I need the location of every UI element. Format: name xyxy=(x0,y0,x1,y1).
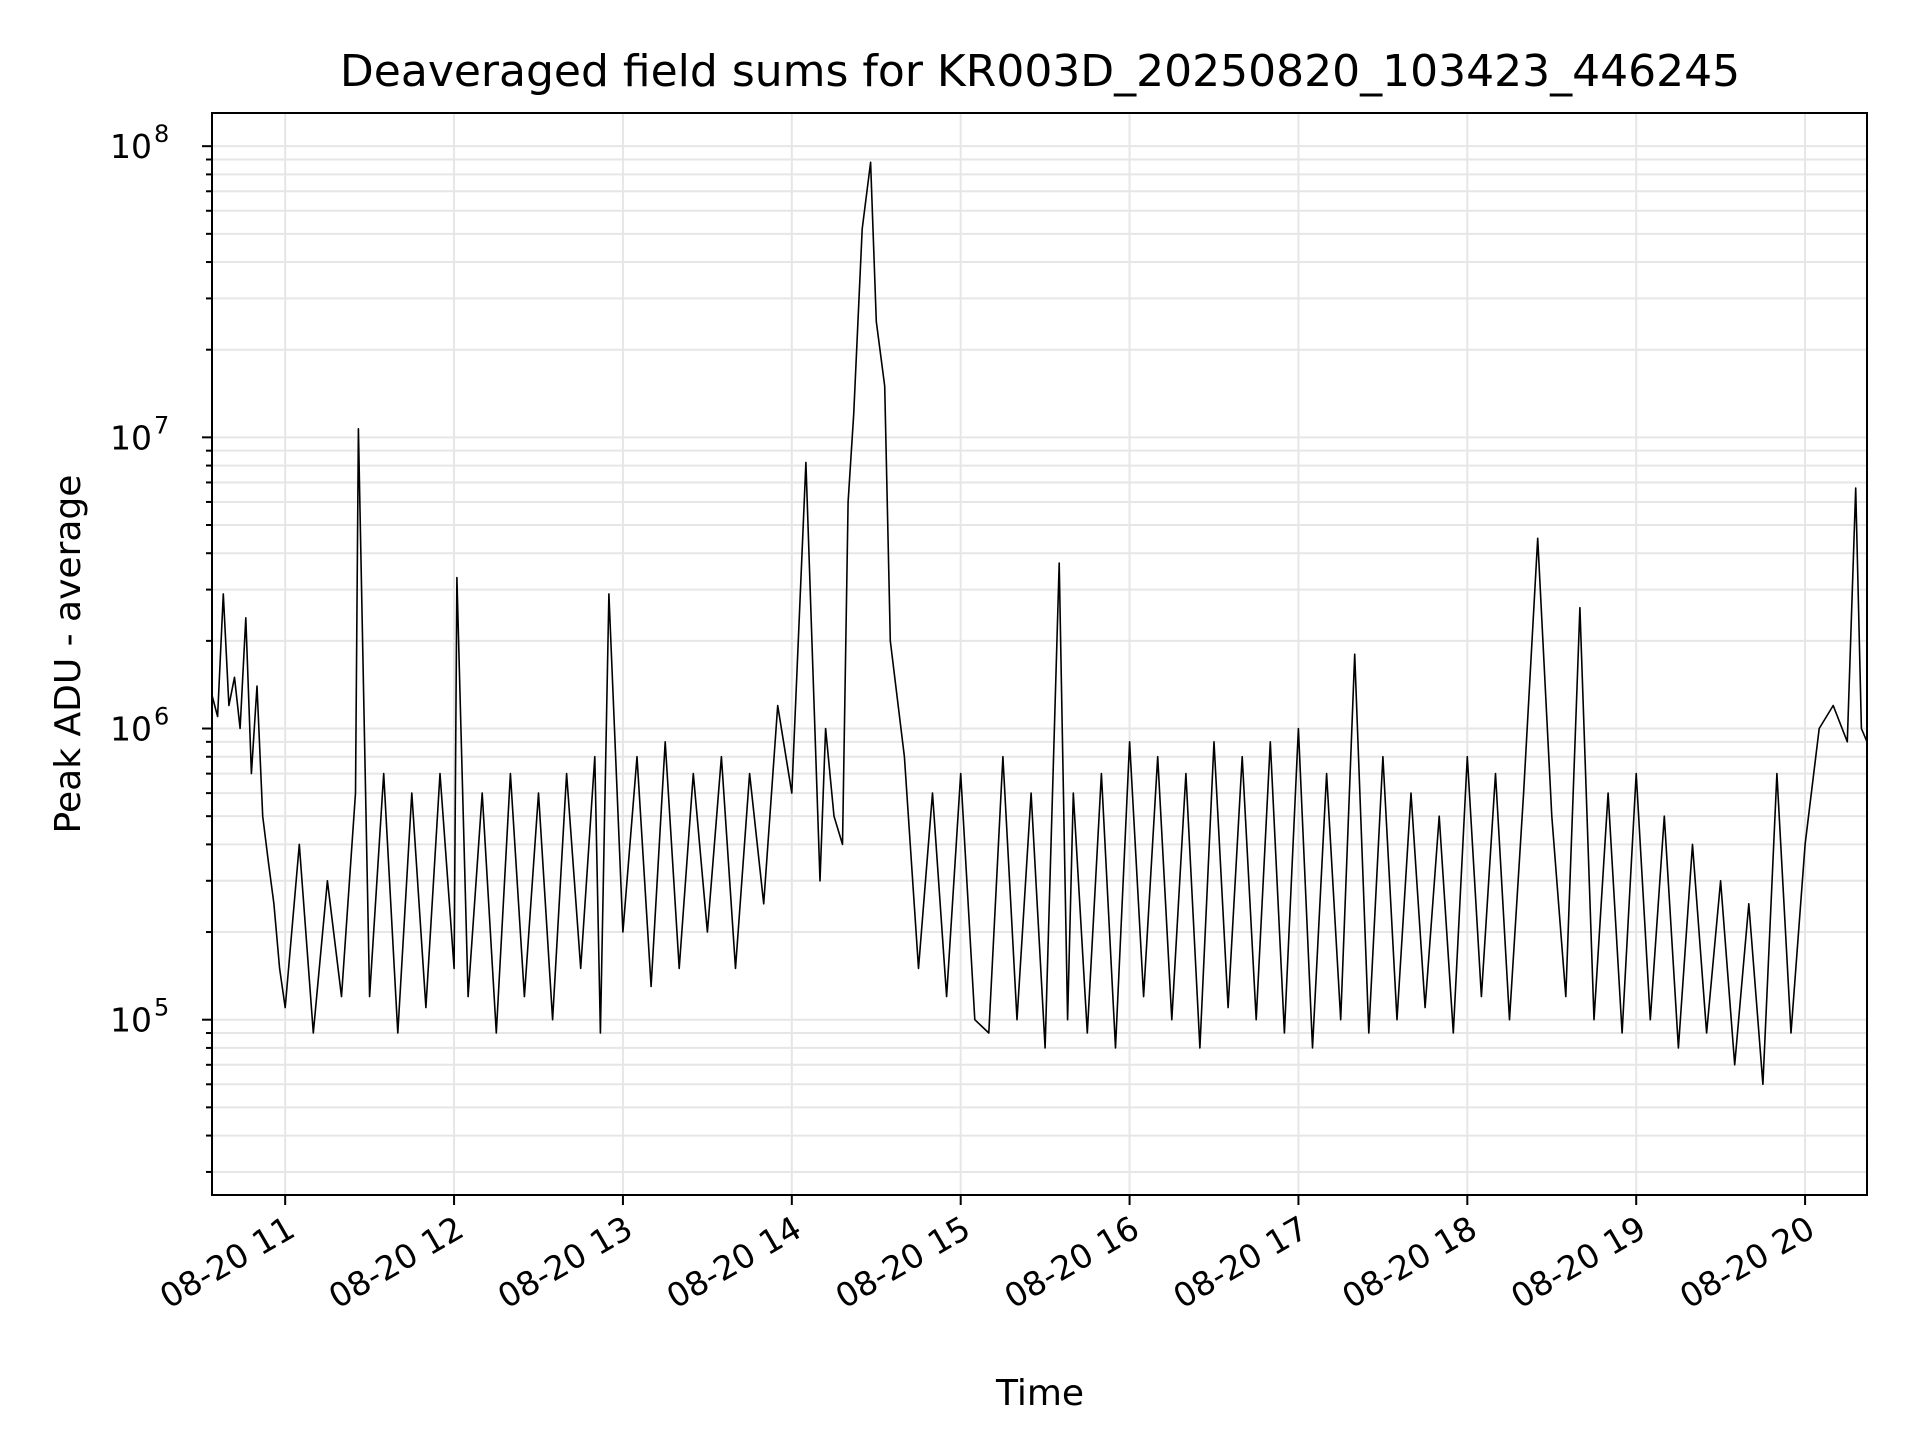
y-tick-label-exponent: 8 xyxy=(154,120,169,148)
y-tick-label: 10 xyxy=(110,418,152,457)
y-tick-label: 10 xyxy=(110,127,152,166)
x-axis-label: Time xyxy=(995,1373,1084,1414)
x-tick-label: 08-20 17 xyxy=(1166,1208,1314,1316)
y-tick-label: 10 xyxy=(110,1001,152,1040)
x-tick-label: 08-20 15 xyxy=(829,1208,977,1316)
x-tick-label: 08-20 16 xyxy=(998,1208,1146,1316)
x-axis-ticks: 08-20 11 08-20 12 08-20 13 08-20 14 08-20 15… xyxy=(153,1195,1821,1316)
x-tick-label: 08-20 14 xyxy=(660,1208,808,1316)
chart-title: Deaveraged field sums for KR003D_2025082… xyxy=(340,46,1740,97)
y-tick-label-exponent: 5 xyxy=(154,994,169,1022)
y-tick-label-exponent: 7 xyxy=(154,411,169,439)
grid-lines xyxy=(212,113,1867,1195)
x-tick-label: 08-20 13 xyxy=(491,1208,639,1316)
y-tick-label: 10 xyxy=(110,710,152,749)
series-line xyxy=(211,161,1868,1086)
y-tick-label-exponent: 6 xyxy=(154,703,169,731)
x-tick-label: 08-20 11 xyxy=(153,1208,301,1316)
x-tick-label: 08-20 19 xyxy=(1504,1208,1652,1316)
y-axis-label: Peak ADU - average xyxy=(48,475,89,834)
x-tick-label: 08-20 18 xyxy=(1335,1208,1483,1316)
plot-area-frame xyxy=(211,112,1868,1196)
x-tick-label: 08-20 20 xyxy=(1673,1208,1821,1316)
data-series xyxy=(211,161,1868,1086)
x-tick-label: 08-20 12 xyxy=(322,1208,470,1316)
